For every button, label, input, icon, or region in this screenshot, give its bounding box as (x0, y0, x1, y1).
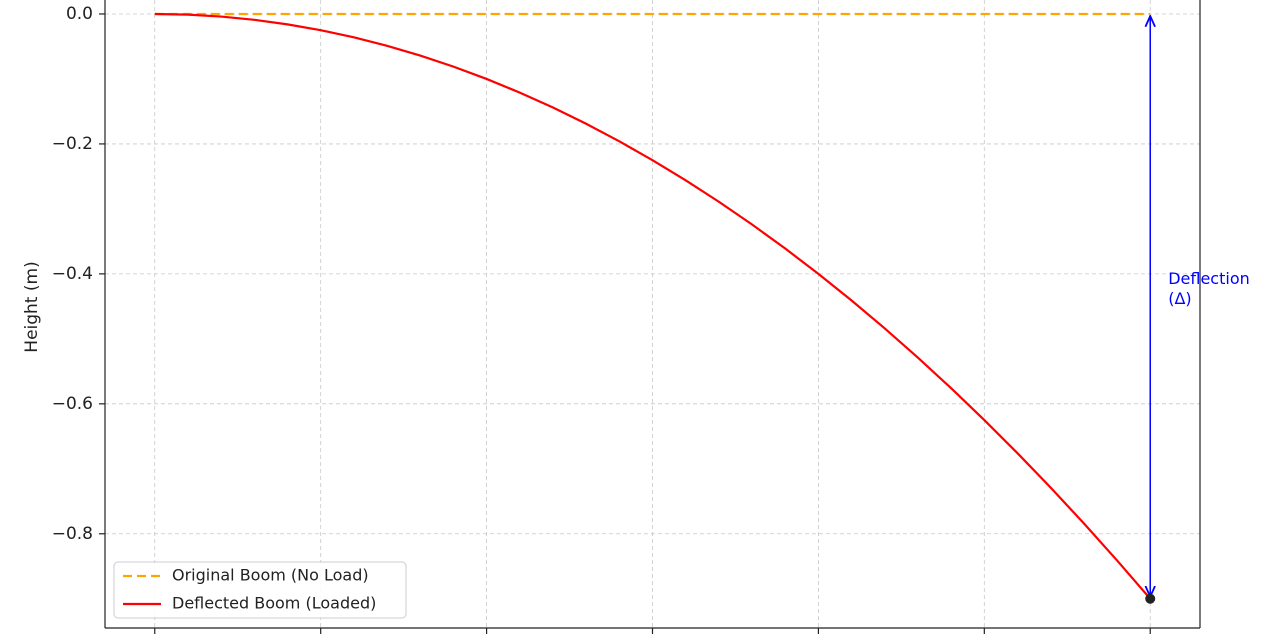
y-tick-label: −0.2 (52, 134, 93, 154)
y-tick-label: −0.4 (52, 264, 93, 284)
series-line (154, 12, 1152, 600)
y-tick-label: −0.8 (52, 524, 93, 544)
annotation: Deflection (1168, 269, 1250, 288)
x-tick-label: 15 (642, 638, 664, 640)
x-tick-label: 5 (315, 638, 326, 640)
x-tick-label: 10 (476, 638, 498, 640)
x-tick-label: 30 (1139, 638, 1161, 640)
legend-label: Deflected Boom (Loaded) (172, 594, 376, 613)
end-point (1145, 593, 1156, 604)
legend-label: Original Boom (No Load) (172, 566, 369, 585)
y-tick-label: −0.6 (52, 394, 93, 414)
y-axis-label: Height (m) (22, 261, 42, 352)
x-tick-label: 20 (808, 638, 830, 640)
legend-box (113, 561, 407, 619)
legend: Original Boom (No Load) Deflected Boom (L… (113, 561, 407, 619)
x-tick-label: 25 (973, 638, 995, 640)
annotation: (Δ) (1168, 289, 1191, 308)
x-tick-label: 0 (149, 638, 160, 640)
y-tick-label: 0.0 (66, 4, 93, 24)
